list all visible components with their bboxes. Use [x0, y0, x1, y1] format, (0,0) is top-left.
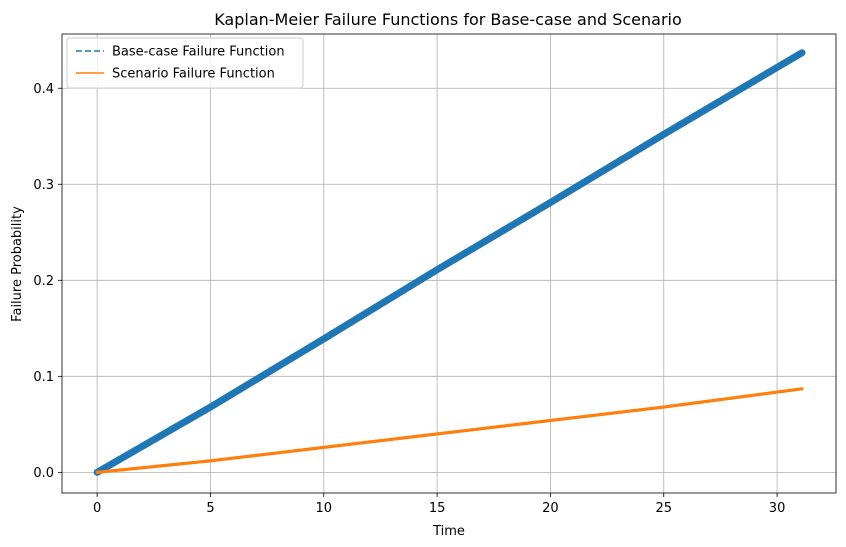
tick-layer: 0 5 10 15 20 25 30 0.0 0.1 0.2 0.3 0.4 — [33, 82, 785, 516]
plot-frame — [61, 33, 837, 494]
x-tick-label: 15 — [429, 501, 446, 516]
x-tick-label: 20 — [542, 501, 559, 516]
x-axis-label: Time — [432, 524, 465, 539]
x-tick-label: 30 — [769, 501, 786, 516]
legend-box — [66, 37, 304, 89]
series-base-case — [93, 49, 806, 476]
series-band — [95, 387, 804, 474]
x-tick-label: 0 — [93, 501, 101, 516]
x-tick-label: 5 — [206, 501, 214, 516]
series-line — [97, 388, 803, 474]
series-layer — [93, 49, 806, 476]
x-tick-label: 25 — [655, 501, 672, 516]
series-scenario — [95, 387, 804, 474]
y-tick-label: 0.2 — [33, 274, 54, 289]
y-tick-label: 0.4 — [33, 82, 54, 97]
y-tick-label: 0.1 — [33, 370, 54, 385]
y-axis-label: Failure Probability — [10, 206, 25, 322]
x-tick-label: 10 — [316, 501, 333, 516]
chart-title: Kaplan-Meier Failure Functions for Base-… — [214, 10, 682, 29]
legend: Base-case Failure Function Scenario Fail… — [66, 37, 304, 89]
legend-label-base-case: Base-case Failure Function — [112, 45, 285, 60]
legend-label-scenario: Scenario Failure Function — [112, 67, 275, 82]
y-tick-label: 0.0 — [33, 466, 54, 481]
y-tick-label: 0.3 — [33, 178, 54, 193]
